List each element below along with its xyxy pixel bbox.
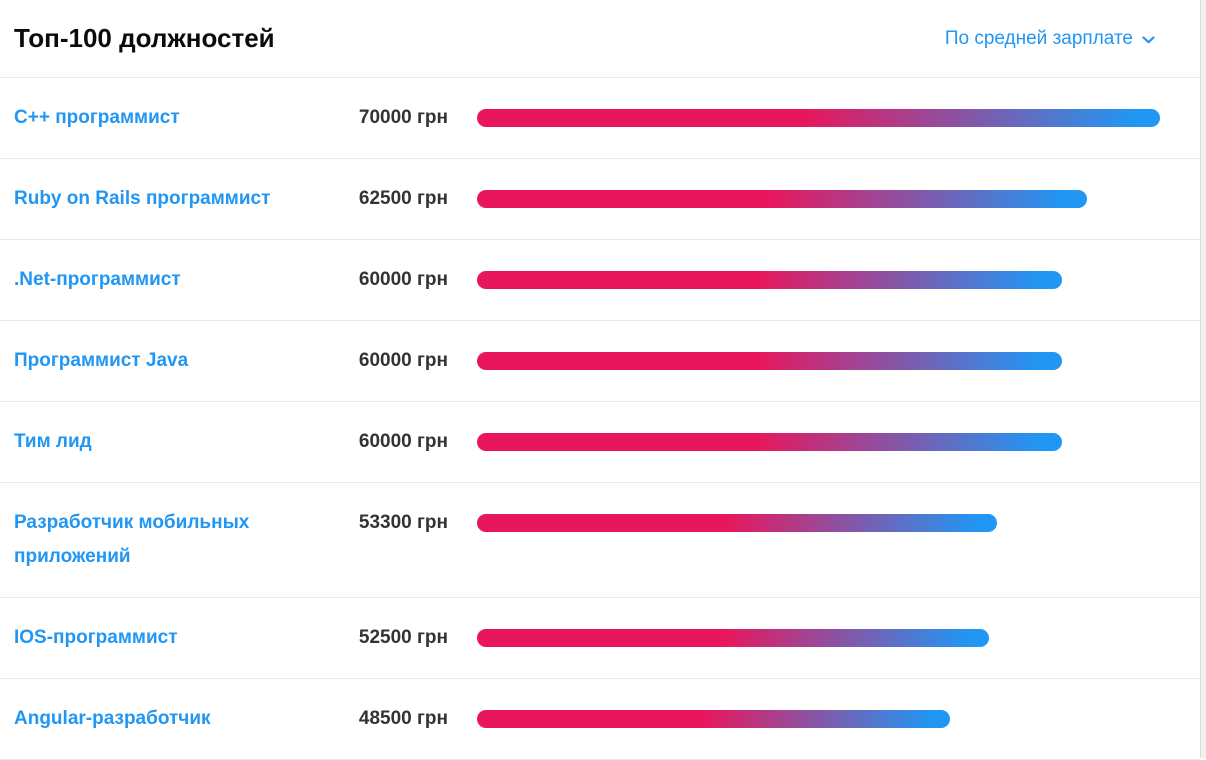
salary-bar [477, 190, 1087, 208]
salary-value: 48500 грн [358, 708, 448, 729]
salary-bar-track [448, 263, 1200, 297]
salary-value: 60000 грн [358, 350, 448, 371]
salary-bar-track [448, 344, 1200, 378]
salary-bar [477, 352, 1062, 370]
page-title: Топ-100 должностей [14, 23, 275, 54]
table-row: Разработчик мобильных приложений 53300 г… [0, 483, 1200, 598]
table-row: Ruby on Rails программист 62500 грн [0, 159, 1200, 240]
sort-dropdown-label: По средней зарплате [944, 27, 1133, 49]
table-row: IOS-программист 52500 грн [0, 598, 1200, 679]
salary-value: 60000 грн [358, 269, 448, 290]
salary-bar-track [448, 425, 1200, 459]
salary-bar-track [448, 182, 1200, 216]
salary-bar [477, 514, 997, 532]
chevron-down-icon [1142, 33, 1155, 44]
job-title-link[interactable]: Программист Java [14, 350, 189, 371]
salary-bar [477, 433, 1062, 451]
salary-bar-track [448, 506, 1200, 540]
job-title-link[interactable]: Ruby on Rails программист [14, 188, 271, 209]
table-row: C++ программист 70000 грн [0, 78, 1200, 159]
table-row: Программист Java 60000 грн [0, 321, 1200, 402]
salary-bar-track [448, 621, 1200, 655]
salary-bar-track [448, 101, 1200, 135]
job-title-link[interactable]: Тим лид [14, 431, 92, 452]
salary-bar [477, 629, 989, 647]
job-title-link[interactable]: IOS-программист [14, 627, 178, 648]
job-title-link[interactable]: Angular-разработчик [14, 708, 211, 729]
job-title-link[interactable]: C++ программист [14, 107, 180, 128]
scrollbar-track[interactable] [1200, 0, 1206, 758]
sort-dropdown[interactable]: По средней зарплате [945, 28, 1155, 50]
job-title-link[interactable]: Разработчик мобильных приложений [14, 512, 250, 567]
salary-value: 60000 грн [358, 431, 448, 452]
job-title-link[interactable]: .Net-программист [14, 269, 181, 290]
table-row: Тим лид 60000 грн [0, 402, 1200, 483]
salary-bar [477, 271, 1062, 289]
salary-value: 52500 грн [358, 627, 448, 648]
positions-list: C++ программист 70000 грн Ruby on Rails … [0, 78, 1200, 760]
salary-value: 70000 грн [358, 107, 448, 128]
widget-header: Топ-100 должностей По средней зарплате [0, 0, 1200, 78]
table-row: Angular-разработчик 48500 грн [0, 679, 1200, 760]
table-row: .Net-программист 60000 грн [0, 240, 1200, 321]
salary-value: 53300 грн [358, 512, 448, 533]
salary-bar [477, 109, 1160, 127]
salary-value: 62500 грн [358, 188, 448, 209]
salary-bar [477, 710, 950, 728]
salary-bar-track [448, 702, 1200, 736]
